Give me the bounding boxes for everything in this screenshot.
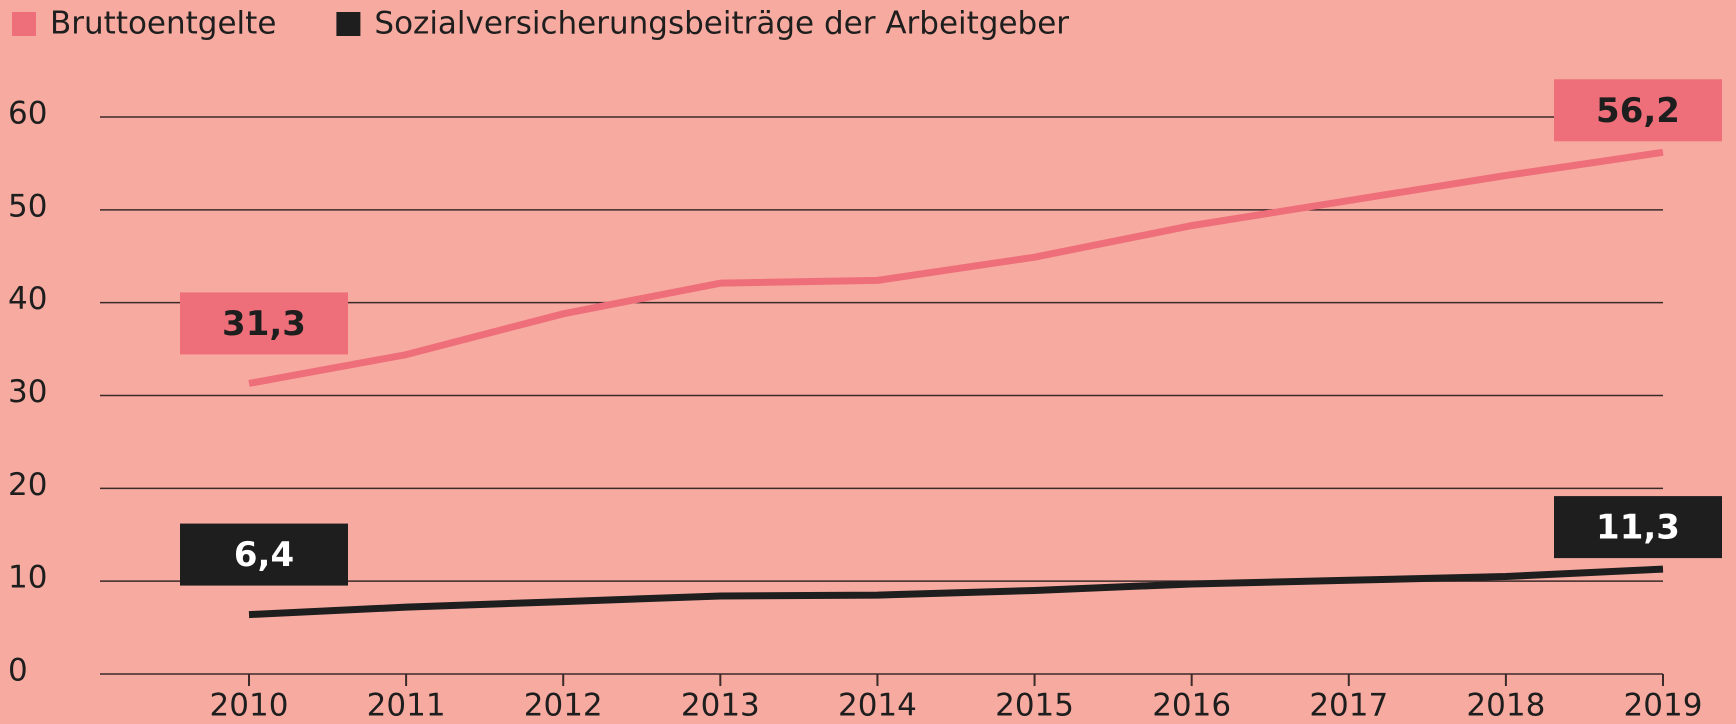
x-tick-label: 2013: [681, 688, 760, 724]
y-tick-label: 50: [8, 188, 47, 224]
legend-label: Bruttoentgelte: [50, 6, 276, 42]
value-label-box: [1554, 496, 1722, 559]
value-label: 56,2: [1596, 91, 1680, 131]
x-tick-label: 2016: [1152, 688, 1231, 724]
y-tick-label: 20: [8, 467, 47, 503]
legend-label: Sozialversicherungsbeiträge der Arbeitge…: [374, 6, 1069, 42]
series-line: [248, 565, 1664, 619]
value-label: 31,3: [222, 304, 306, 344]
x-tick-label: 2015: [995, 688, 1074, 724]
x-tick-label: 2018: [1466, 688, 1545, 724]
value-label-box: [180, 523, 348, 586]
y-tick-label: 0: [8, 653, 28, 689]
y-tick-label: 30: [8, 374, 47, 410]
value-label-box: [1554, 79, 1722, 142]
x-tick-label: 2019: [1624, 688, 1703, 724]
legend-swatch: [336, 12, 361, 36]
value-label-box: [180, 292, 348, 355]
x-tick-label: 2011: [367, 688, 446, 724]
y-tick-label: 10: [8, 560, 47, 596]
legend-swatch: [12, 12, 36, 36]
value-label: 6,4: [234, 535, 294, 575]
value-label: 11,3: [1596, 508, 1680, 548]
y-tick-label: 60: [8, 96, 47, 132]
x-tick-label: 2010: [210, 688, 289, 724]
x-tick-label: 2012: [524, 688, 603, 724]
series-line: [248, 148, 1664, 387]
y-tick-label: 40: [8, 281, 47, 317]
x-tick-label: 2017: [1309, 688, 1388, 724]
x-tick-label: 2014: [838, 688, 917, 724]
